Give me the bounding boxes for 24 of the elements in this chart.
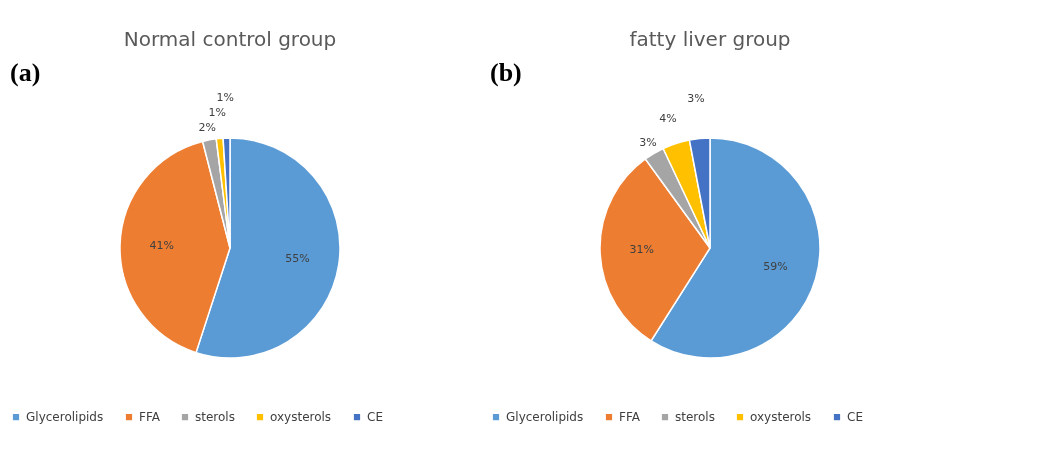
data-label: 2% (198, 121, 216, 135)
data-label: 41% (149, 238, 175, 252)
legend-label: FFA (139, 410, 161, 425)
data-label: 4% (659, 111, 677, 125)
data-label: 3% (639, 135, 657, 149)
legend-label: oxysterols (750, 410, 812, 425)
legend-label: sterols (675, 410, 715, 425)
data-label: 59% (763, 260, 788, 274)
legend-label: FFA (619, 410, 641, 425)
chart-title: fatty liver group (629, 27, 791, 51)
legend-label: CE (847, 410, 863, 425)
legend-label: sterols (195, 410, 235, 425)
data-label: 3% (687, 91, 705, 105)
text: (b) (490, 58, 522, 87)
legend-label: Glycerolipids (506, 410, 584, 425)
legend-label: Glycerolipids (26, 410, 104, 425)
chart-title: Normal control group (123, 27, 337, 51)
data-label: 31% (629, 243, 655, 257)
legend-label: CE (367, 410, 383, 425)
text: (a) (10, 58, 41, 87)
data-label: 55% (285, 251, 310, 265)
data-label: 1% (216, 91, 235, 105)
legend-label: oxysterols (270, 410, 332, 425)
data-label: 1% (208, 105, 226, 119)
